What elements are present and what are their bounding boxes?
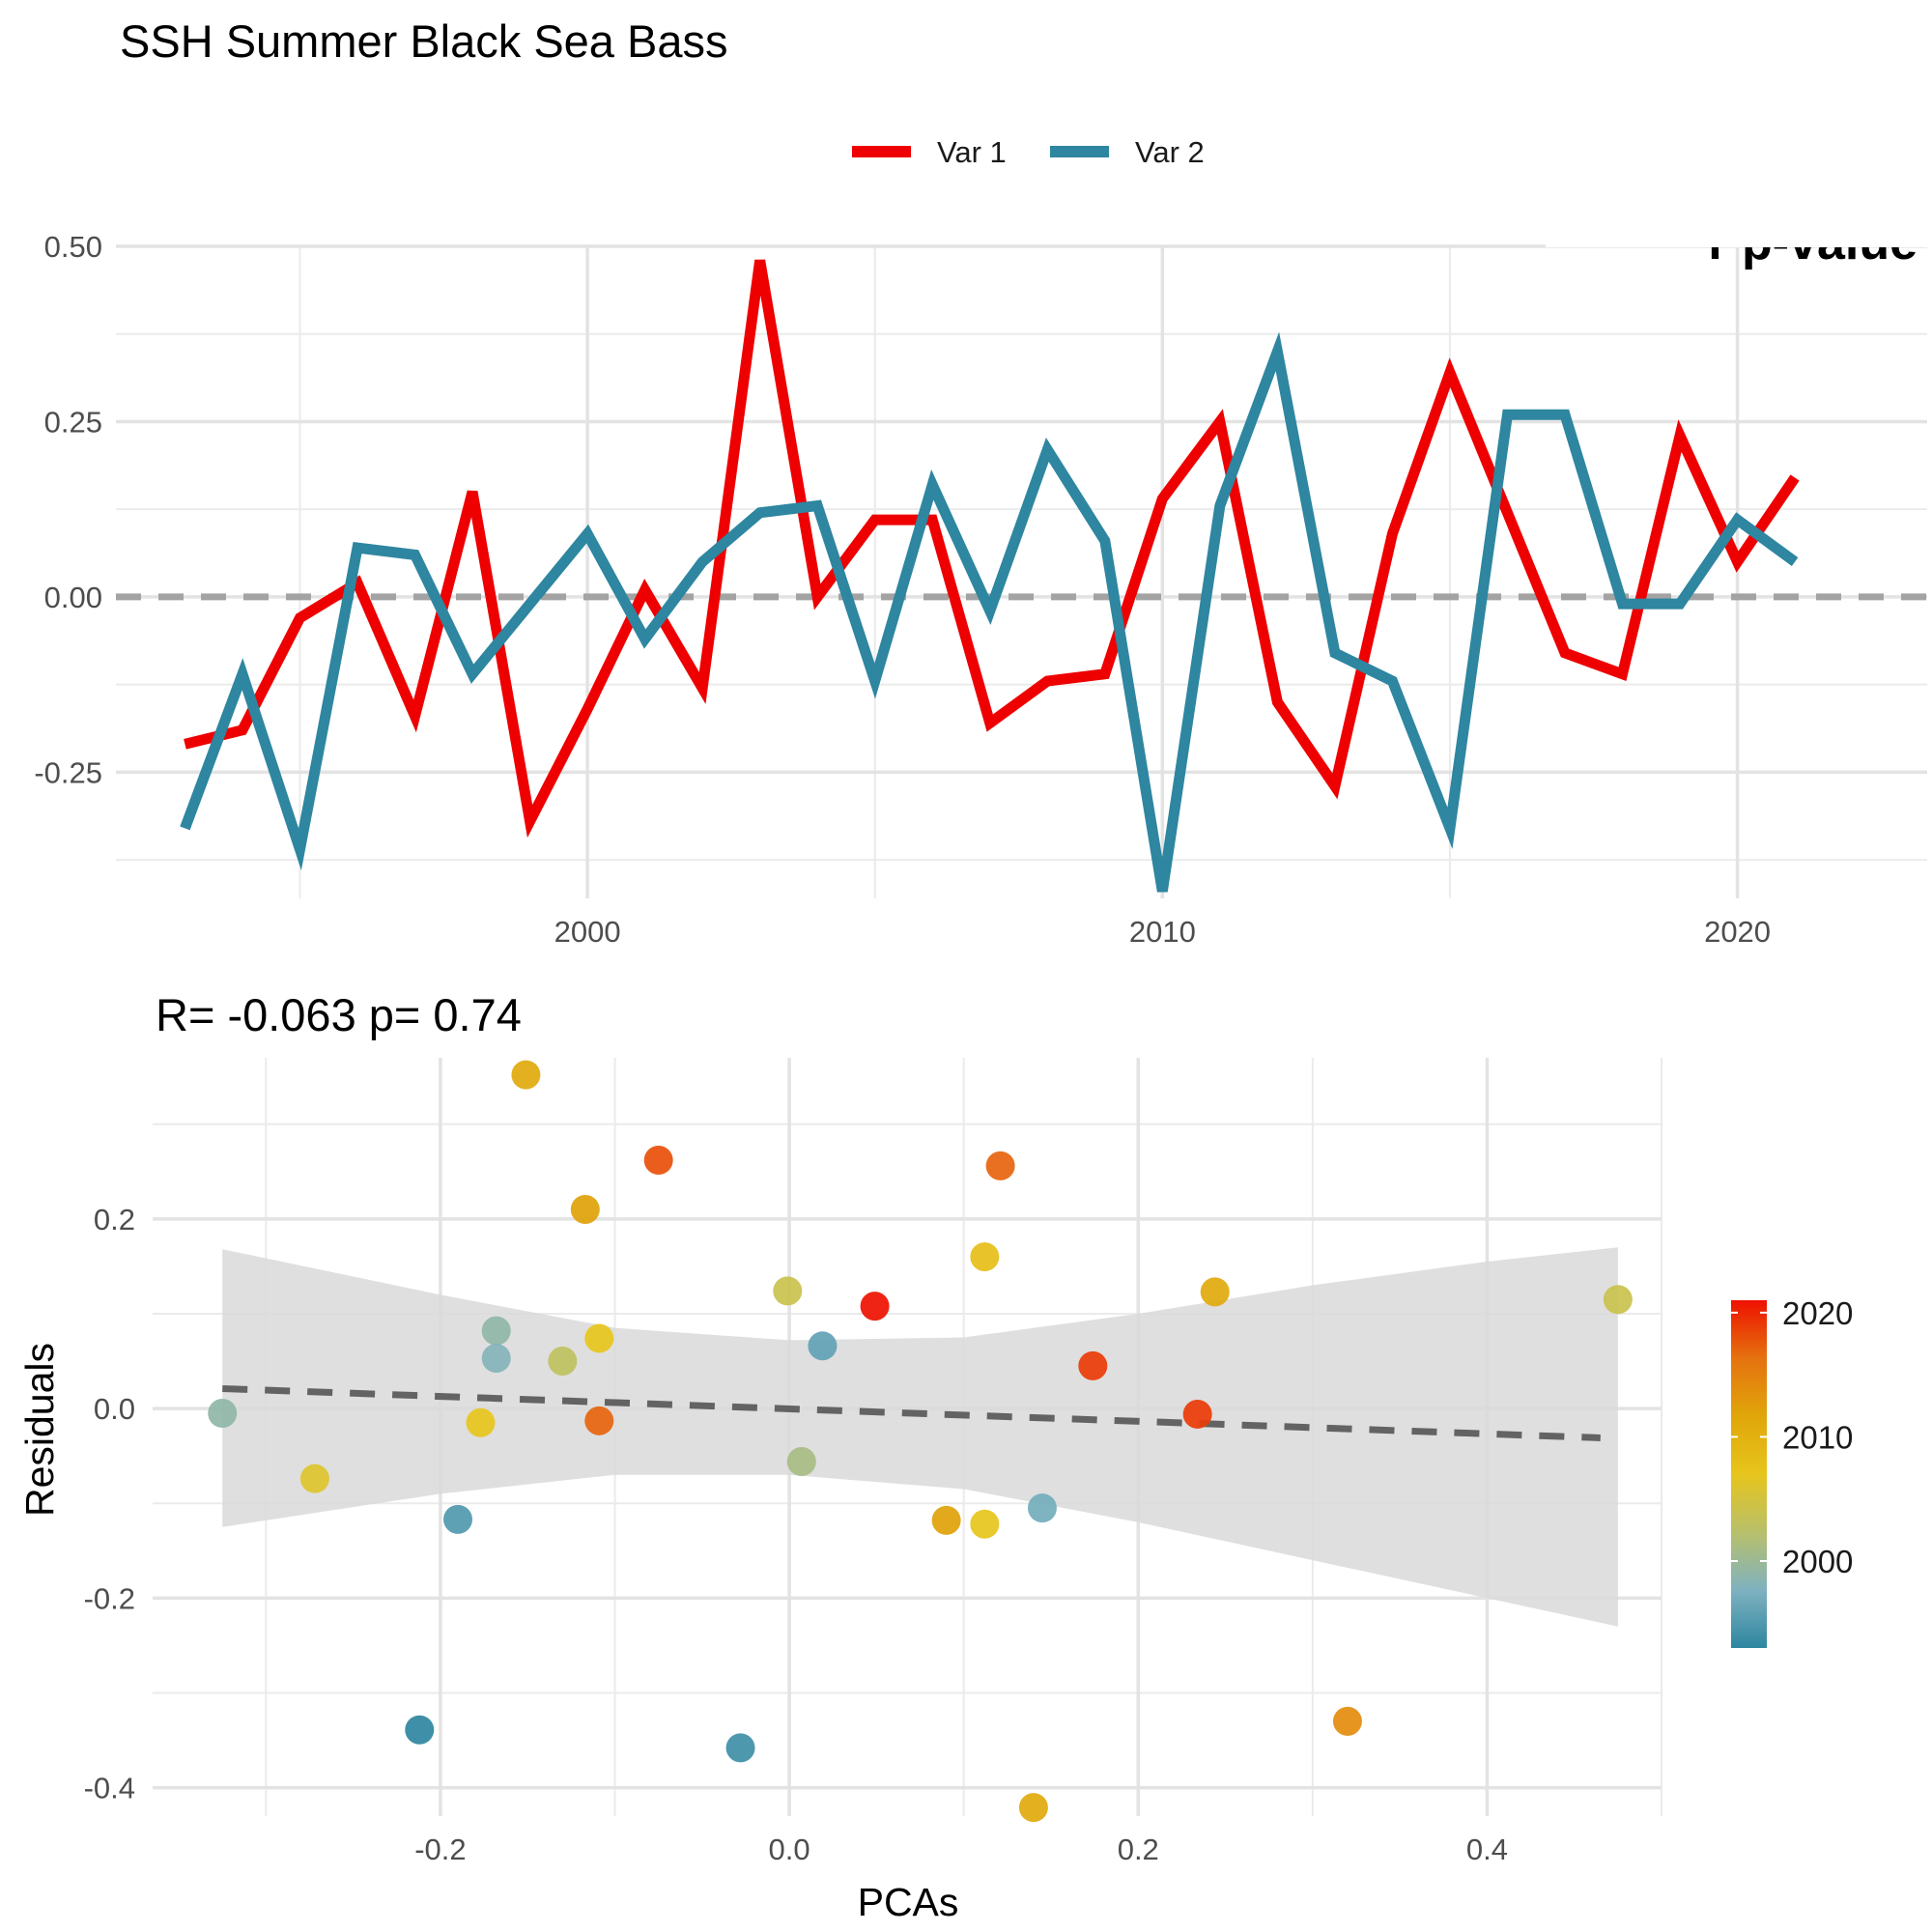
top-y-tick-labels: -0.25 0.00 0.25 0.50 <box>34 230 102 789</box>
legend: Var 1 Var 2 <box>852 135 1205 169</box>
scatter-point <box>643 1145 673 1175</box>
scatter-point <box>931 1505 961 1535</box>
scatter-point <box>1200 1277 1230 1307</box>
x-tick-label: 0.0 <box>769 1833 810 1866</box>
x-tick-label: 2000 <box>554 915 621 949</box>
scatter-point <box>466 1407 496 1437</box>
y-tick-label: 0.0 <box>94 1392 135 1426</box>
scatter-point <box>773 1276 803 1306</box>
scatter-point <box>860 1292 890 1321</box>
confidence-band-area <box>222 1247 1618 1627</box>
scatter-point <box>443 1504 473 1534</box>
legend-label-var1: Var 1 <box>937 135 1007 169</box>
y-tick-label: -0.2 <box>84 1581 135 1615</box>
colorbar-label: 2000 <box>1782 1544 1853 1579</box>
top-gridlines <box>116 244 1927 898</box>
y-tick-label: 0.25 <box>44 405 102 439</box>
scatter-point <box>808 1331 838 1361</box>
scatter-point <box>208 1398 238 1428</box>
legend-label-var2: Var 2 <box>1135 135 1205 169</box>
scatter-point <box>985 1151 1015 1180</box>
x-tick-label: 0.4 <box>1466 1833 1508 1866</box>
x-tick-label: -0.2 <box>414 1833 466 1866</box>
scatter-point <box>970 1242 1000 1272</box>
scatter-points <box>208 1060 1633 1823</box>
scatter-point <box>970 1509 1000 1539</box>
scatter-point <box>584 1323 614 1353</box>
colorbar-label: 2010 <box>1782 1419 1853 1455</box>
scatter-point <box>481 1316 511 1346</box>
colorbar-gradient <box>1731 1300 1767 1648</box>
y-tick-label: -0.25 <box>34 755 102 789</box>
top-series-lines <box>180 259 1800 893</box>
scatter-point <box>1332 1706 1362 1736</box>
scatter-point <box>1078 1350 1108 1380</box>
scatter-point <box>511 1060 541 1090</box>
scatter-point <box>299 1463 329 1493</box>
annotation-clip-mask <box>1546 193 1932 247</box>
scatter-point <box>548 1347 578 1376</box>
colorbar: 2020 2010 2000 <box>1731 1295 1853 1648</box>
bottom-y-tick-labels: -0.4 -0.2 0.0 0.2 <box>84 1203 135 1805</box>
regression-line <box>222 1384 1601 1441</box>
scatter-point <box>405 1715 435 1745</box>
scatter-point <box>584 1406 614 1435</box>
scatter-point <box>725 1733 755 1763</box>
x-tick-label: 2010 <box>1129 915 1196 949</box>
scatter-point <box>1603 1285 1633 1315</box>
confidence-band <box>222 1247 1618 1627</box>
series-line-2 <box>180 331 1799 893</box>
x-tick-label: 0.2 <box>1118 1833 1159 1866</box>
top-x-tick-labels: 2000 2010 2020 <box>554 915 1771 949</box>
x-tick-label: 2020 <box>1704 915 1771 949</box>
scatter-point <box>786 1447 816 1477</box>
scatter-point <box>570 1195 600 1224</box>
scatter-title: R= -0.063 p= 0.74 <box>156 989 522 1040</box>
scatter-point <box>1182 1399 1212 1429</box>
y-tick-label: 0.50 <box>44 230 102 264</box>
regression-dashed-line <box>222 1384 1601 1441</box>
y-tick-label: -0.4 <box>84 1772 135 1805</box>
y-axis-label: Residuals <box>17 1343 62 1517</box>
colorbar-label: 2020 <box>1782 1295 1853 1331</box>
series-line-1 <box>184 259 1800 838</box>
scatter-point <box>481 1344 511 1374</box>
scatter-point <box>1018 1793 1048 1823</box>
x-axis-label: PCAs <box>858 1880 959 1924</box>
scatter-point <box>1027 1493 1057 1523</box>
bottom-x-tick-labels: -0.2 0.0 0.2 0.4 <box>414 1833 1508 1866</box>
y-tick-label: 0.2 <box>94 1203 135 1236</box>
chart-title: SSH Summer Black Sea Bass <box>120 15 728 67</box>
y-tick-label: 0.00 <box>44 581 102 614</box>
